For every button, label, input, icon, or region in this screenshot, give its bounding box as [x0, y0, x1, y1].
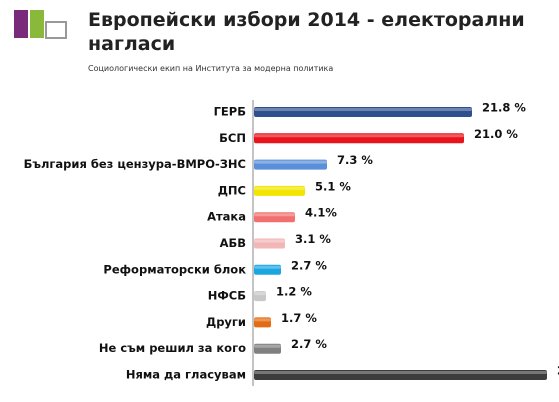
value-label: 4.1% — [305, 206, 337, 220]
bar — [254, 370, 547, 380]
chart-title: Европейски избори 2014 - електорални наг… — [88, 9, 525, 55]
category-label: Реформаторски блок — [103, 262, 246, 276]
logo — [14, 10, 67, 39]
chart-subtitle: Социологически екип на Института за моде… — [88, 64, 334, 73]
bar — [254, 291, 266, 302]
bar — [254, 317, 271, 328]
category-label: БСП — [219, 131, 246, 145]
bar — [254, 159, 327, 170]
value-label: 3.1 % — [295, 232, 331, 246]
category-label: АБВ — [220, 236, 246, 250]
bar — [254, 238, 285, 249]
value-label: 5.1 % — [315, 179, 351, 193]
bar-highlight — [254, 134, 464, 138]
bar — [254, 185, 305, 196]
bar-highlight — [254, 213, 295, 217]
value-label: 21.0 % — [474, 127, 518, 141]
category-label: България без цензура-ВМРО-ЗНС — [24, 157, 246, 171]
category-label: ГЕРБ — [214, 105, 246, 119]
bar-highlight — [254, 108, 472, 111]
bar-highlight — [254, 239, 285, 243]
bar-highlight — [254, 186, 305, 190]
category-label: Няма да гласувам — [126, 368, 246, 382]
value-label: 29.3 % — [557, 364, 559, 378]
bar-highlight — [254, 292, 266, 296]
bar — [254, 133, 464, 144]
value-label: 1.7 % — [281, 311, 317, 325]
value-label: 2.7 % — [291, 337, 327, 351]
value-label: 21.8 % — [482, 101, 526, 115]
value-label: 7.3 % — [337, 153, 373, 167]
category-label: ДПС — [218, 183, 246, 197]
bar — [254, 343, 281, 354]
bar-highlight — [254, 318, 271, 322]
bar — [254, 264, 281, 275]
bar-highlight — [254, 265, 281, 269]
value-label: 1.2 % — [276, 285, 312, 299]
category-label: Не съм решил за кого — [99, 341, 246, 355]
value-label: 2.7 % — [291, 258, 327, 272]
bar — [254, 212, 295, 223]
category-label: Други — [206, 315, 246, 329]
category-label: НФСБ — [208, 289, 246, 303]
bar — [254, 107, 472, 117]
bar-highlight — [254, 160, 327, 164]
bar-highlight — [254, 371, 547, 374]
category-label: Атака — [207, 210, 246, 224]
bar-highlight — [254, 344, 281, 348]
